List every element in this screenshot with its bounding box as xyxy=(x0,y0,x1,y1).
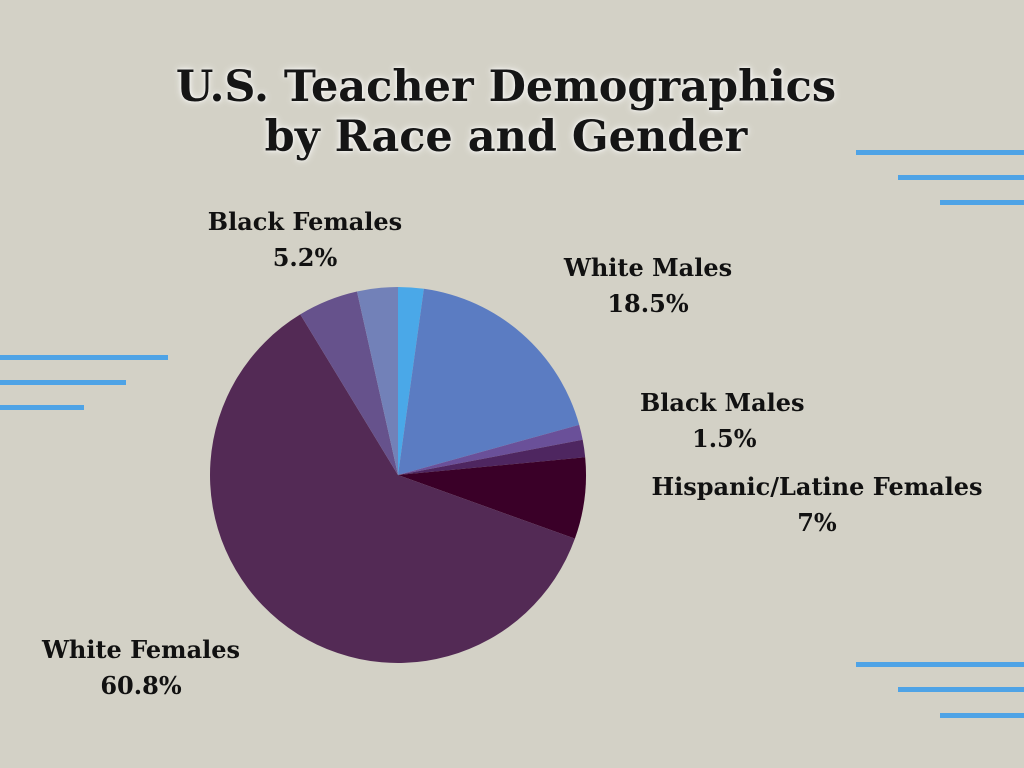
label-hispanic-latine-females-name: Hispanic/Latine Females xyxy=(651,472,983,501)
label-hispanic-latine-females-pct: 7% xyxy=(797,508,837,537)
deco-line-left-2 xyxy=(0,380,126,385)
deco-line-top-right-2 xyxy=(898,175,1024,180)
label-black-males: Black Males 1.5% xyxy=(640,385,805,457)
label-black-males-name: Black Males xyxy=(640,388,805,417)
pie-slice-white-females xyxy=(210,314,575,663)
deco-line-left-3 xyxy=(0,405,84,410)
pie-slice-unlabeled-7 xyxy=(356,287,398,475)
deco-line-top-right-3 xyxy=(940,200,1024,205)
pie-slice-unlabeled-2 xyxy=(398,424,583,475)
label-black-females-pct: 5.2% xyxy=(272,243,338,272)
pie-slice-unlabeled-0 xyxy=(398,287,424,475)
pie-slice-hispanic-latine-females xyxy=(398,457,587,539)
chart-title: U.S. Teacher Demographics by Race and Ge… xyxy=(0,62,1012,162)
label-white-males: White Males 18.5% xyxy=(548,250,748,322)
label-white-females-name: White Females xyxy=(41,635,241,664)
deco-line-bottom-right-1 xyxy=(856,662,1024,667)
label-white-males-name: White Males xyxy=(563,253,733,282)
pie-slice-white-males xyxy=(398,288,580,475)
chart-title-line-2: by Race and Gender xyxy=(264,112,748,162)
label-black-males-pct: 1.5% xyxy=(692,424,757,453)
deco-line-bottom-right-3 xyxy=(940,713,1024,718)
label-white-females-pct: 60.8% xyxy=(100,671,182,700)
label-hispanic-latine-females: Hispanic/Latine Females 7% xyxy=(640,469,994,541)
chart-title-line-1: U.S. Teacher Demographics xyxy=(175,62,837,112)
deco-line-top-right-1 xyxy=(856,150,1024,155)
label-black-females-name: Black Females xyxy=(207,207,403,236)
deco-line-bottom-right-2 xyxy=(898,687,1024,692)
label-black-females: Black Females 5.2% xyxy=(205,204,405,276)
label-white-females: White Females 60.8% xyxy=(30,632,252,704)
deco-line-left-1 xyxy=(0,355,168,360)
pie-slice-black-females xyxy=(300,291,398,475)
label-white-males-pct: 18.5% xyxy=(607,289,689,318)
pie-slice-black-males xyxy=(398,439,586,475)
